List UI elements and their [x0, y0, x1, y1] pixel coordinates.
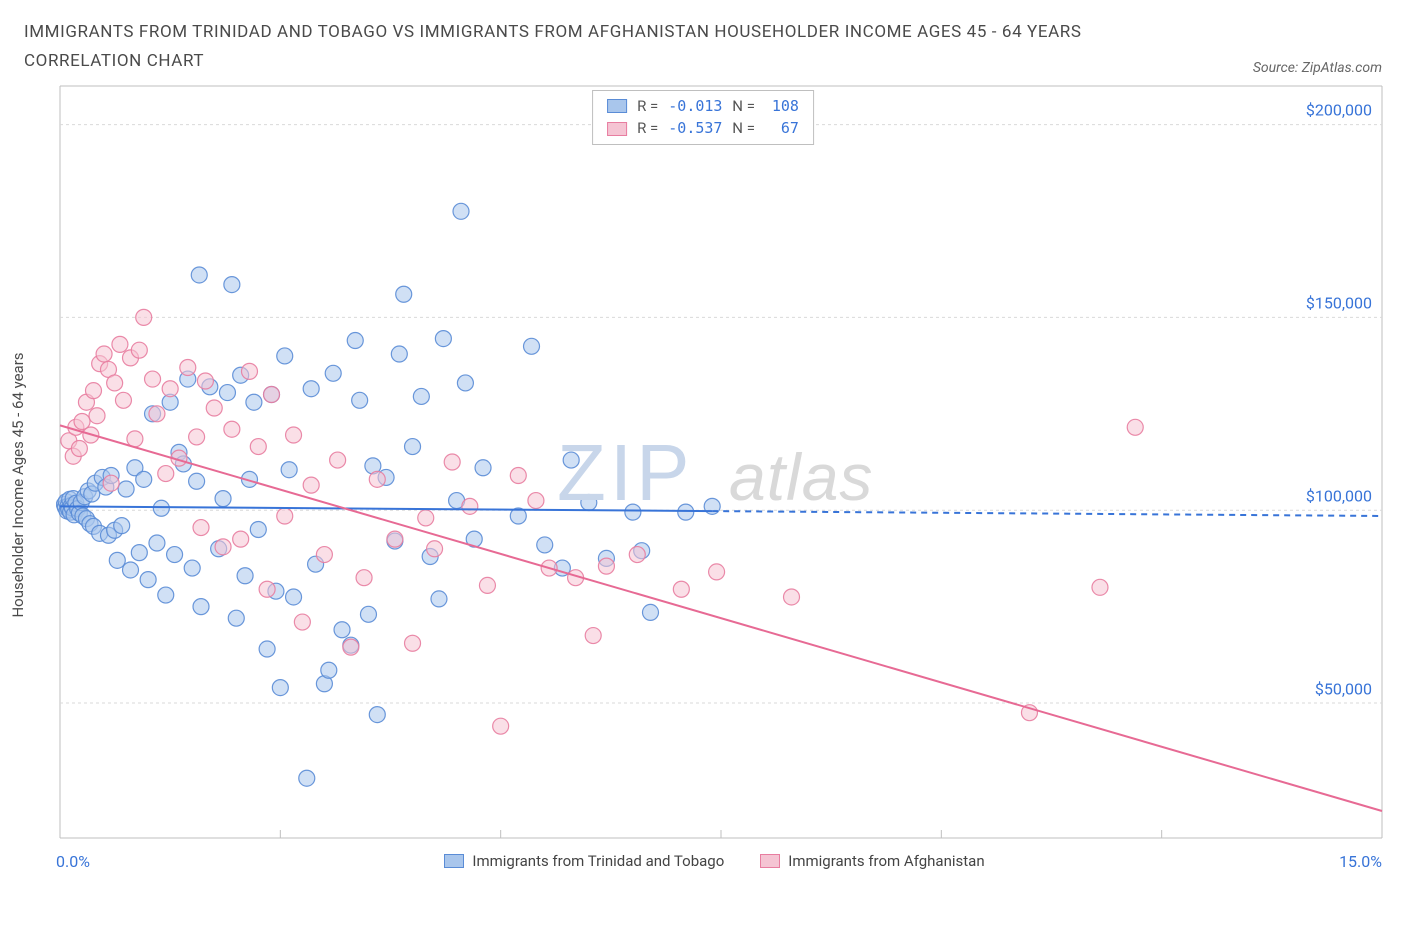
- y-tick-label: $200,000: [1306, 101, 1372, 120]
- y-tick-label: $100,000: [1306, 486, 1372, 505]
- legend-stats-box: R = -0.013 N = 108 R = -0.537 N = 67: [592, 90, 814, 145]
- legend-row-trinidad: R = -0.013 N = 108: [607, 95, 799, 118]
- legend-label-trinidad: Immigrants from Trinidad and Tobago: [472, 852, 724, 870]
- swatch-afghanistan: [607, 122, 627, 136]
- r-value-trinidad: -0.013: [668, 95, 722, 118]
- legend-item-afghanistan: Immigrants from Afghanistan: [760, 852, 984, 870]
- chart-title-line1: IMMIGRANTS FROM TRINIDAD AND TOBAGO VS I…: [24, 18, 1082, 47]
- legend-bottom: Immigrants from Trinidad and Tobago Immi…: [444, 852, 984, 870]
- swatch-trinidad: [607, 99, 627, 113]
- n-label: N =: [732, 95, 755, 118]
- y-axis-label: Householder Income Ages 45 - 64 years: [9, 353, 27, 618]
- scatter-plot: [56, 82, 1386, 842]
- x-tick-max: 15.0%: [1339, 852, 1382, 871]
- swatch-afghanistan: [760, 854, 780, 868]
- y-tick-label: $50,000: [1315, 679, 1372, 698]
- swatch-trinidad: [444, 854, 464, 868]
- y-tick-label: $150,000: [1306, 294, 1372, 313]
- r-label: R =: [637, 95, 658, 118]
- legend-label-afghanistan: Immigrants from Afghanistan: [788, 852, 984, 870]
- source-label: Source: ZipAtlas.com: [1253, 60, 1382, 76]
- n-value-afghanistan: 67: [765, 117, 799, 140]
- r-value-afghanistan: -0.537: [668, 117, 722, 140]
- legend-item-trinidad: Immigrants from Trinidad and Tobago: [444, 852, 724, 870]
- n-value-trinidad: 108: [765, 95, 799, 118]
- chart-title-line2: CORRELATION CHART: [24, 47, 1082, 76]
- r-label: R =: [637, 117, 658, 140]
- chart-container: Householder Income Ages 45 - 64 years ZI…: [24, 82, 1382, 871]
- n-label: N =: [732, 117, 755, 140]
- x-tick-min: 0.0%: [56, 852, 90, 871]
- legend-row-afghanistan: R = -0.537 N = 67: [607, 117, 799, 140]
